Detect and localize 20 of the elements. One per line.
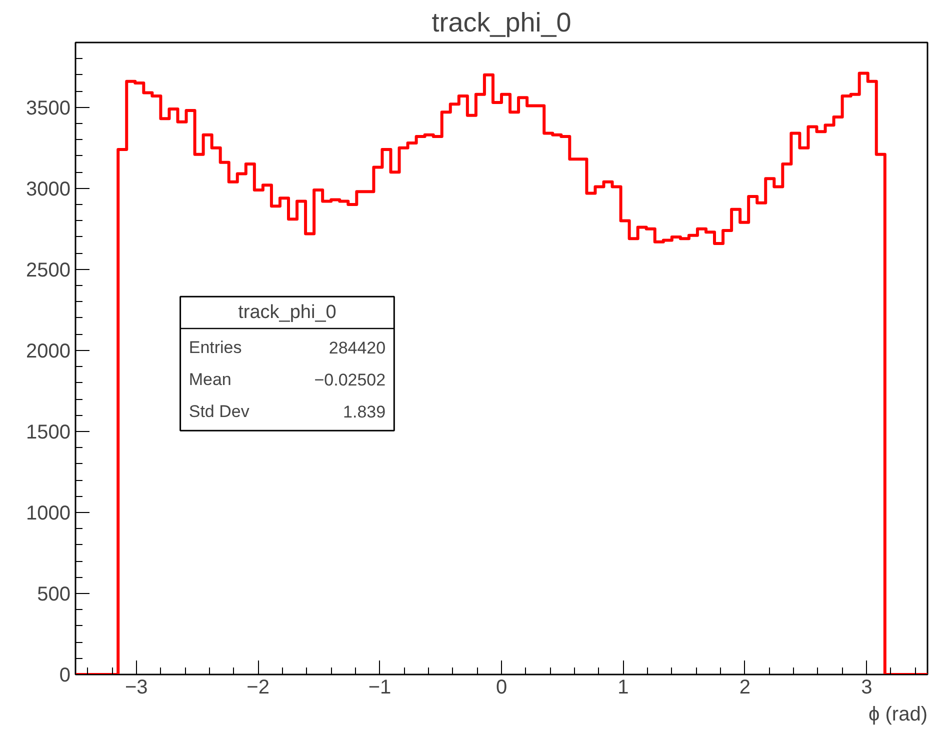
- annotation: track_phi_0: [238, 302, 336, 324]
- y-tick-label: 500: [37, 583, 71, 606]
- text: Std Dev 1.839: [188, 402, 386, 422]
- x-tick-label: 3: [861, 676, 872, 698]
- y-tick-label: 2000: [26, 340, 71, 362]
- x-tick-label: −2: [246, 676, 270, 698]
- y-tick-label: 1500: [26, 421, 71, 444]
- x-tick-label: −3: [124, 676, 148, 698]
- chart-title: track_phi_0: [432, 8, 572, 38]
- x-tick-label: 2: [739, 676, 750, 698]
- x-axis-title: ϕ (rad): [868, 704, 928, 726]
- text: Mean −0.02502: [188, 370, 386, 390]
- x-tick-label: −1: [368, 676, 392, 698]
- y-tick-label: 1000: [26, 502, 71, 524]
- text: Entries 284420: [188, 338, 386, 358]
- y-tick-label: 3500: [26, 97, 71, 120]
- y-tick-label: 2500: [26, 259, 71, 282]
- x-tick-label: 0: [496, 676, 508, 698]
- y-tick-label: 3000: [26, 178, 71, 200]
- x-tick-label: 1: [618, 676, 629, 698]
